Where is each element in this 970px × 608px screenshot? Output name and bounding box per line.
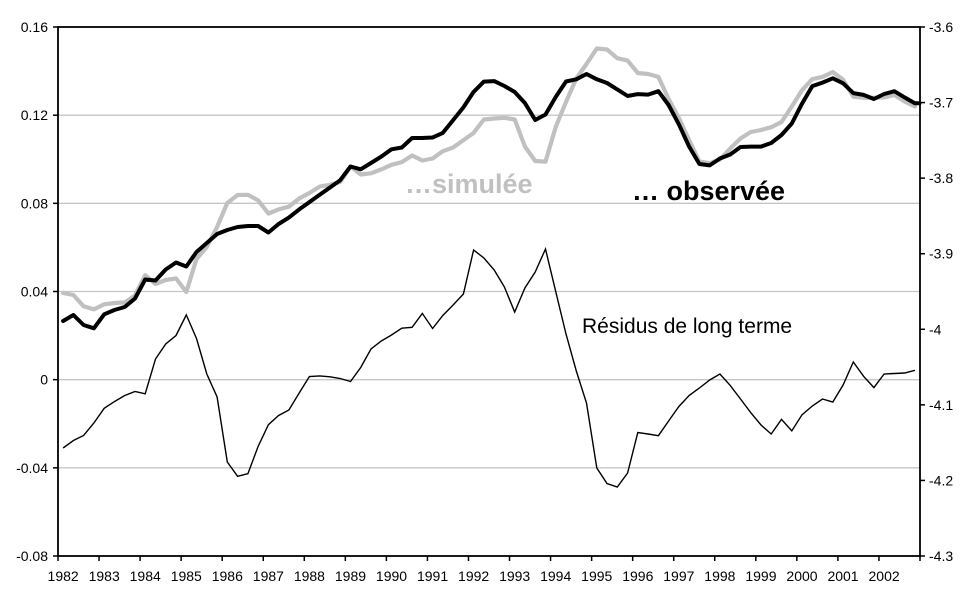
svg-text:-4: -4	[929, 321, 942, 337]
svg-text:1994: 1994	[540, 568, 571, 584]
svg-text:-3.8: -3.8	[929, 170, 953, 186]
svg-text:1987: 1987	[253, 568, 284, 584]
svg-text:0.08: 0.08	[21, 195, 48, 211]
svg-text:2001: 2001	[827, 568, 858, 584]
svg-text:-0.04: -0.04	[16, 460, 48, 476]
svg-text:1985: 1985	[171, 568, 202, 584]
svg-text:-4.2: -4.2	[929, 472, 953, 488]
svg-text:0.12: 0.12	[21, 107, 48, 123]
svg-text:1990: 1990	[376, 568, 407, 584]
svg-text:2002: 2002	[869, 568, 900, 584]
svg-text:1993: 1993	[499, 568, 530, 584]
svg-text:1984: 1984	[130, 568, 161, 584]
svg-text:1988: 1988	[294, 568, 325, 584]
svg-text:1996: 1996	[622, 568, 653, 584]
svg-text:-3.6: -3.6	[929, 19, 953, 35]
svg-text:1995: 1995	[581, 568, 612, 584]
svg-text:1983: 1983	[89, 568, 120, 584]
svg-text:1998: 1998	[704, 568, 735, 584]
svg-text:…simulée: …simulée	[405, 169, 533, 199]
svg-text:0.04: 0.04	[21, 284, 48, 300]
svg-text:1986: 1986	[212, 568, 243, 584]
svg-text:-0.08: -0.08	[16, 548, 48, 564]
svg-text:Résidus de long terme: Résidus de long terme	[582, 315, 792, 338]
svg-text:-3.9: -3.9	[929, 246, 953, 262]
svg-text:-4.1: -4.1	[929, 397, 953, 413]
svg-text:1991: 1991	[417, 568, 448, 584]
svg-text:1997: 1997	[663, 568, 694, 584]
svg-text:0: 0	[40, 372, 48, 388]
svg-text:1999: 1999	[745, 568, 776, 584]
svg-text:1982: 1982	[48, 568, 79, 584]
svg-text:1989: 1989	[335, 568, 366, 584]
svg-text:2000: 2000	[786, 568, 817, 584]
svg-text:-4.3: -4.3	[929, 548, 953, 564]
svg-text:-3.7: -3.7	[929, 95, 953, 111]
svg-text:1992: 1992	[458, 568, 489, 584]
svg-text:0.16: 0.16	[21, 19, 48, 35]
svg-text:… observée: … observée	[632, 176, 785, 206]
